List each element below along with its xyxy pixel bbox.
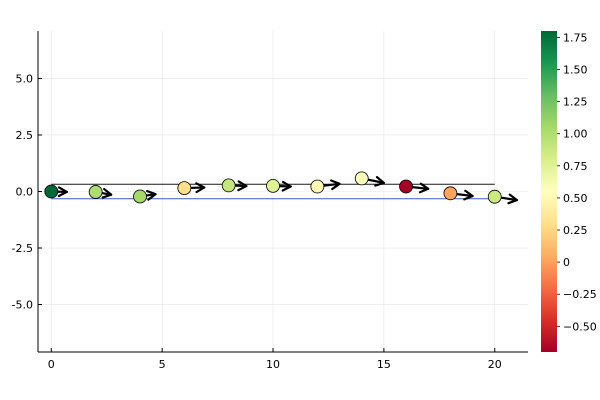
data-point bbox=[443, 186, 458, 201]
colorbar-tick-label: 0.50 bbox=[563, 192, 588, 205]
x-axis-ticks: 0 5 10 15 20 bbox=[48, 348, 502, 371]
y-tick-label: -5.0 bbox=[12, 299, 33, 312]
colorbar-tick-label: 1.25 bbox=[563, 96, 588, 109]
colorbar-tick-label: −0.50 bbox=[563, 320, 597, 333]
colorbar-tick-label: 0 bbox=[563, 256, 570, 269]
y-tick-label: 5.0 bbox=[16, 72, 34, 85]
data-point bbox=[310, 179, 325, 194]
colorbar-tick-label: 1.50 bbox=[563, 64, 588, 77]
arrow-head bbox=[418, 182, 430, 194]
x-tick-label: 10 bbox=[266, 358, 280, 371]
colorbar-tick-label: 0.75 bbox=[563, 160, 588, 173]
colorbar-tick-label: 0.25 bbox=[563, 224, 588, 237]
data-point bbox=[133, 189, 147, 204]
data-points bbox=[44, 171, 502, 204]
y-tick-label: 0.0 bbox=[16, 186, 34, 199]
colorbar-tick-label: 1.00 bbox=[563, 128, 588, 141]
x-tick-label: 15 bbox=[377, 358, 391, 371]
data-point bbox=[354, 171, 369, 186]
y-tick-label: 2.5 bbox=[16, 129, 34, 142]
arrow-head bbox=[237, 180, 248, 192]
data-point bbox=[44, 184, 59, 199]
x-tick-label: 5 bbox=[159, 358, 166, 371]
colorbar: −0.50 −0.25 0 0.25 0.50 0.75 1.00 1.25 1.50 1.75 bbox=[541, 31, 597, 352]
y-tick-label: -2.5 bbox=[12, 242, 33, 255]
arrow-head bbox=[507, 193, 519, 205]
data-point bbox=[177, 181, 192, 196]
y-axis-ticks: -5.0 -2.5 0.0 2.5 5.0 bbox=[12, 72, 42, 312]
data-point bbox=[88, 185, 103, 199]
data-point bbox=[221, 178, 236, 193]
colorbar-tick-label: −0.25 bbox=[563, 288, 597, 301]
data-point bbox=[266, 178, 280, 193]
arrow-head bbox=[145, 189, 157, 201]
arrow-head bbox=[195, 182, 206, 194]
data-point bbox=[487, 189, 502, 204]
arrow-head bbox=[330, 179, 341, 191]
arrow-head bbox=[463, 189, 474, 201]
colorbar-gradient bbox=[541, 31, 557, 352]
x-tick-label: 20 bbox=[488, 358, 502, 371]
data-point bbox=[399, 179, 413, 194]
x-tick-label: 0 bbox=[48, 358, 55, 371]
colorbar-tick-label: 1.75 bbox=[563, 31, 588, 44]
arrow-head bbox=[281, 180, 292, 192]
arrow-head bbox=[374, 176, 385, 187]
arrow-head bbox=[101, 187, 113, 199]
arrow-head bbox=[57, 186, 68, 198]
